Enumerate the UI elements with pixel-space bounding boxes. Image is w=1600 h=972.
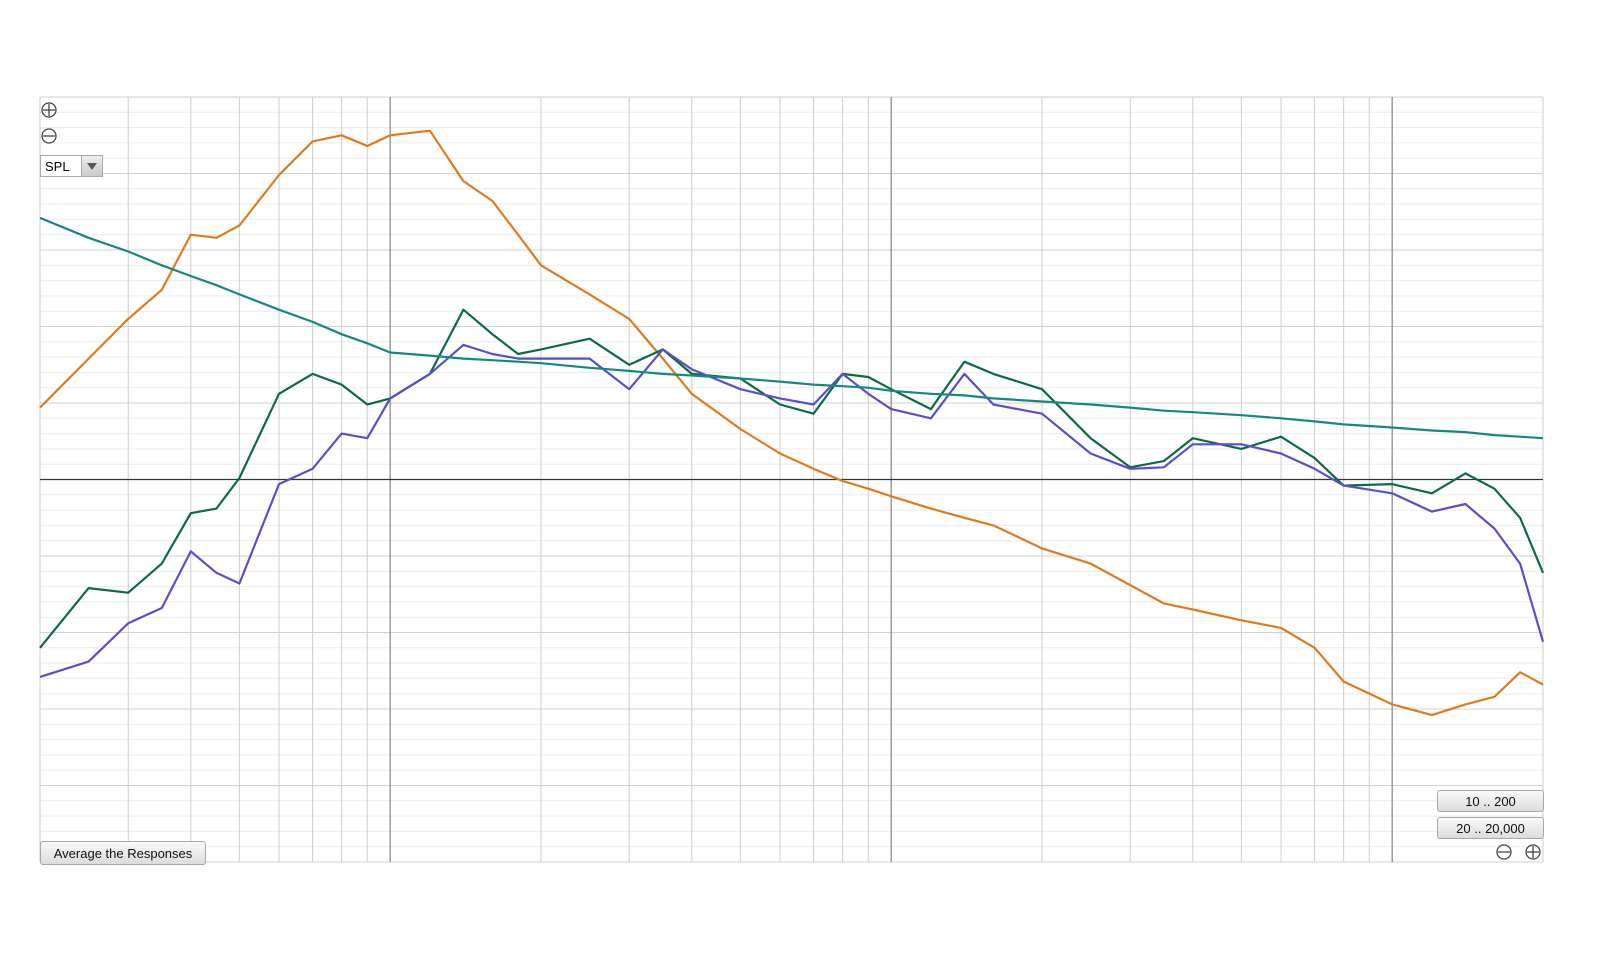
response-curve — [39, 129, 1544, 717]
response-curve — [39, 216, 1544, 440]
view-dropdown[interactable]: SPL — [40, 155, 103, 177]
dropdown-arrow — [81, 156, 102, 176]
curves — [39, 129, 1545, 717]
zoom-in-x[interactable] — [1525, 844, 1541, 860]
grid — [39, 96, 1544, 863]
average-button[interactable]: Average the Responses — [40, 841, 206, 865]
response-curve — [39, 343, 1545, 678]
range-button[interactable]: 20 .. 20,000 — [1437, 817, 1544, 839]
zoom-out-y[interactable] — [41, 128, 57, 144]
zoom-in-y[interactable] — [41, 102, 57, 118]
range-button[interactable]: 10 .. 200 — [1437, 790, 1544, 812]
zoom-out-x[interactable] — [1496, 844, 1512, 860]
view-label: SPL — [45, 158, 70, 174]
response-curve — [39, 308, 1545, 649]
